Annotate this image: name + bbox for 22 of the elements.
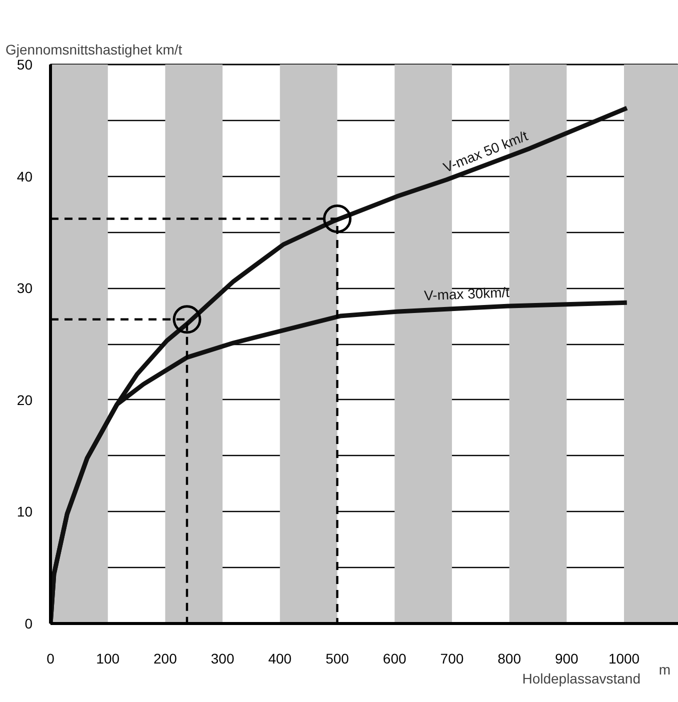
y-tick-label: 10	[16, 504, 33, 520]
x-tick-label: 500	[326, 650, 350, 666]
x-axis-title: Holdeplassavstand	[522, 670, 640, 686]
y-tick-label: 50	[16, 56, 33, 72]
series-label: V-max 30km/t	[424, 284, 510, 304]
x-tick-label: 400	[268, 650, 292, 666]
text: m	[658, 662, 671, 678]
y-tick-label: 40	[16, 168, 33, 184]
x-tick-label: 0	[46, 650, 55, 666]
x-tick-label: 800	[498, 650, 522, 666]
x-tick-label: 700	[440, 650, 464, 666]
y-tick-label: 30	[16, 280, 33, 296]
x-tick-label: 600	[382, 650, 407, 666]
x-tick-label: 100	[96, 650, 120, 666]
y-tick-label: 20	[16, 392, 33, 408]
x-tick-label: 200	[154, 650, 178, 666]
y-axis-title: Gjennomsnittshastighet km/t	[6, 42, 182, 58]
x-tick-label: 1000	[608, 650, 640, 666]
y-tick-label: 0	[24, 616, 33, 632]
x-tick-label: 300	[210, 650, 234, 666]
text: V-max 50 km/t	[440, 127, 530, 176]
x-tick-label: 900	[554, 650, 579, 666]
